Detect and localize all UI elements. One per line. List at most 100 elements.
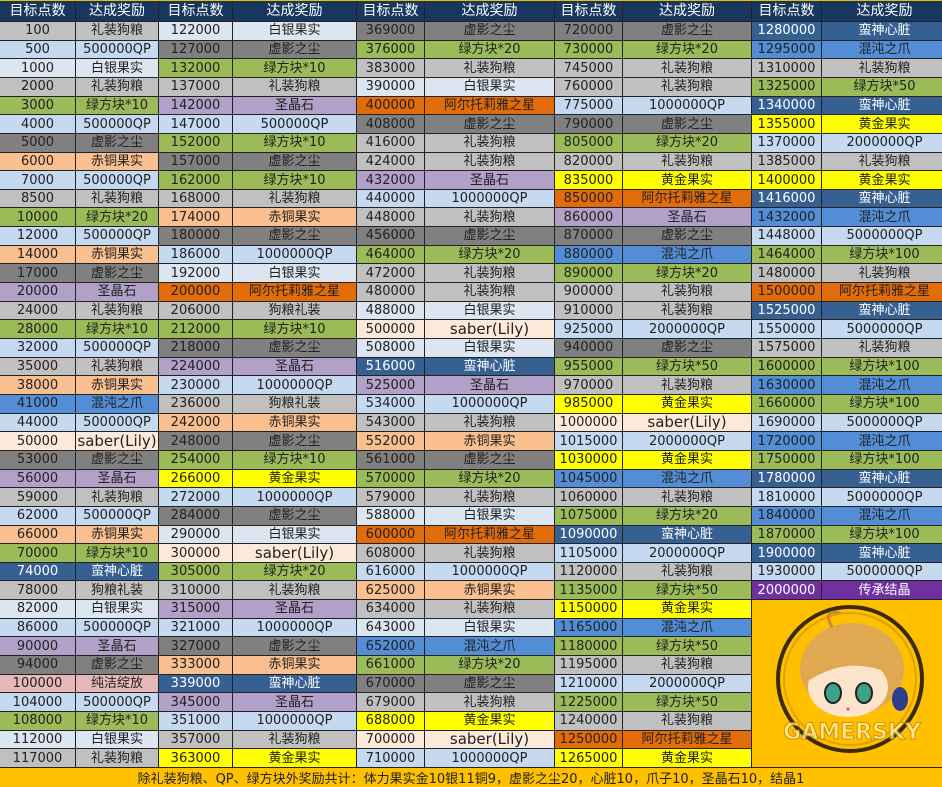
points-cell: 1060000 (555, 488, 622, 506)
reward-cell: 礼装狗粮 (623, 376, 751, 394)
points-cell: 284000 (159, 506, 232, 525)
reward-cell: 虚影之尘 (76, 264, 158, 283)
points-cell: 10000 (0, 208, 75, 227)
points-cell: 186000 (159, 245, 232, 264)
points-cell: 327000 (159, 637, 232, 656)
points-cell: 3000 (0, 96, 75, 115)
points-cell: 100000 (0, 674, 75, 693)
reward-cell: 蛮神心脏 (822, 22, 942, 40)
points-cell: 625000 (357, 581, 424, 600)
reward-cell: 礼装狗粮 (425, 488, 554, 506)
points-cell: 339000 (159, 674, 232, 693)
points-cell: 1135000 (555, 581, 622, 600)
points-cell: 820000 (555, 152, 622, 171)
points-cell: 38000 (0, 376, 75, 394)
reward-cell: 500000QP (76, 693, 158, 712)
reward-cell: 1000000QP (233, 376, 356, 394)
header-reward: 达成奖励 (822, 1, 942, 21)
reward-cell: 白银果实 (233, 525, 356, 544)
reward-cell: 5000000QP (822, 227, 942, 245)
points-cell: 53000 (0, 450, 75, 469)
reward-cell: 狗粮礼装 (76, 581, 158, 600)
points-cell: 8500 (0, 189, 75, 208)
points-cell: 5000 (0, 133, 75, 152)
points-cell: 1480000 (752, 264, 821, 283)
points-cell: 28000 (0, 320, 75, 339)
points-cell: 104000 (0, 693, 75, 712)
points-cell: 62000 (0, 506, 75, 525)
points-cell: 100 (0, 22, 75, 40)
reward-cell: 黄金果实 (233, 749, 356, 767)
points-cell: 1340000 (752, 96, 821, 115)
reward-cell: 狗粮礼装 (233, 301, 356, 320)
points-cell: 1575000 (752, 339, 821, 357)
reward-cell: 礼装狗粮 (425, 693, 554, 712)
points-cell: 1432000 (752, 208, 821, 227)
points-cell: 248000 (159, 432, 232, 450)
points-cell: 608000 (357, 544, 424, 562)
reward-cell: 500000QP (76, 618, 158, 637)
points-cell: 970000 (555, 376, 622, 394)
points-cell: 86000 (0, 618, 75, 637)
reward-cell: 虚影之尘 (233, 40, 356, 59)
points-cell: 1400000 (752, 171, 821, 189)
points-cell: 1780000 (752, 469, 821, 488)
reward-cell: 圣晶石 (76, 469, 158, 488)
reward-cell: 混沌之爪 (822, 432, 942, 450)
reward-cell: 礼装狗粮 (76, 357, 158, 376)
points-cell: 82000 (0, 600, 75, 618)
reward-cell: 赤铜果实 (425, 432, 554, 450)
points-cell: 1464000 (752, 245, 821, 264)
reward-cell: 绿方块*20 (623, 506, 751, 525)
reward-cell: saber(Lily) (76, 432, 158, 450)
points-cell: 1000000 (555, 413, 622, 432)
points-cell: 351000 (159, 712, 232, 730)
reward-cell: 绿方块*20 (623, 264, 751, 283)
points-cell: 643000 (357, 618, 424, 637)
points-cell: 1750000 (752, 450, 821, 469)
reward-cell: 礼装狗粮 (623, 488, 751, 506)
reward-cell: 礼装狗粮 (233, 581, 356, 600)
points-cell: 432000 (357, 171, 424, 189)
points-cell: 290000 (159, 525, 232, 544)
points-cell: 266000 (159, 469, 232, 488)
reward-cell: 虚影之尘 (233, 506, 356, 525)
points-cell: 472000 (357, 264, 424, 283)
reward-cell: 礼装狗粮 (623, 283, 751, 301)
reward-cell: 绿方块*20 (623, 133, 751, 152)
reward-cell: 1000000QP (233, 488, 356, 506)
reward-cell: 虚影之尘 (425, 674, 554, 693)
reward-cell: 黄金果实 (425, 712, 554, 730)
reward-cell: 黄金果实 (623, 749, 751, 767)
header-reward: 达成奖励 (623, 1, 751, 21)
points-cell: 1600000 (752, 357, 821, 376)
reward-cell: 黄金果实 (623, 450, 751, 469)
points-cell: 236000 (159, 394, 232, 413)
points-cell: 1265000 (555, 749, 622, 767)
reward-cell: 500000QP (76, 227, 158, 245)
points-cell: 50000 (0, 432, 75, 450)
points-cell: 1930000 (752, 562, 821, 581)
points-cell: 383000 (357, 59, 424, 77)
points-cell: 1810000 (752, 488, 821, 506)
reward-cell: 礼装狗粮 (822, 152, 942, 171)
points-cell: 180000 (159, 227, 232, 245)
reward-cell: 白银果实 (425, 77, 554, 96)
reward-cell: 绿方块*20 (425, 245, 554, 264)
reward-cell: 绿方块*100 (822, 357, 942, 376)
points-cell: 206000 (159, 301, 232, 320)
reward-cell: 白银果实 (425, 339, 554, 357)
reward-cell: 500000QP (76, 506, 158, 525)
points-cell: 1370000 (752, 133, 821, 152)
reward-cell: 1000000QP (425, 189, 554, 208)
points-cell: 390000 (357, 77, 424, 96)
reward-cell: 绿方块*20 (425, 656, 554, 674)
reward-cell: 蛮神心脏 (425, 357, 554, 376)
reward-cell: 蛮神心脏 (233, 674, 356, 693)
points-cell: 835000 (555, 171, 622, 189)
reward-cell: 黄金果实 (623, 394, 751, 413)
reward-cell: 礼装狗粮 (425, 133, 554, 152)
points-cell: 1240000 (555, 712, 622, 730)
points-cell: 1165000 (555, 618, 622, 637)
points-cell: 1416000 (752, 189, 821, 208)
